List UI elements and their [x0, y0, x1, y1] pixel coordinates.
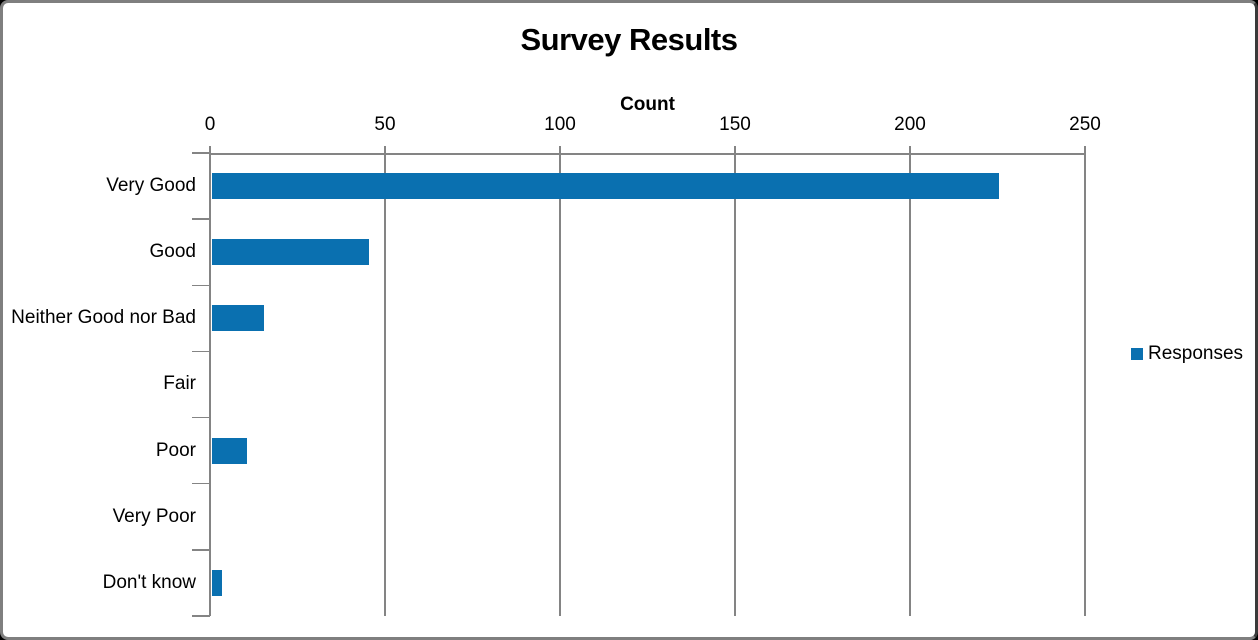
legend-marker-responses	[1131, 348, 1143, 360]
bar-don-t-know	[211, 569, 222, 596]
gridline	[734, 146, 736, 616]
gridline	[1084, 146, 1086, 616]
legend: Responses	[1131, 341, 1243, 367]
bar-very-good	[211, 173, 999, 200]
gridline	[384, 146, 386, 616]
category-label: Very Good	[106, 175, 196, 197]
legend-label: Responses	[1148, 343, 1244, 364]
y-axis-category-labels: Very Good Good Neither Good nor Bad Fair Poo…	[3, 153, 196, 616]
x-tick-label: 0	[204, 114, 216, 135]
x-tick-label: 150	[719, 114, 751, 135]
category-label: Good	[149, 241, 196, 263]
x-axis-line	[210, 153, 1085, 155]
category-tick	[192, 549, 210, 551]
bar-good	[211, 239, 369, 266]
category-tick	[192, 615, 210, 617]
category-tick	[192, 350, 210, 353]
plot-area	[192, 146, 1086, 617]
bar-poor	[211, 437, 247, 464]
x-tick-label: 100	[544, 114, 576, 135]
x-tick-label: 250	[1069, 114, 1101, 135]
gridline	[209, 146, 211, 616]
x-tick-label: 200	[894, 114, 926, 135]
category-tick	[192, 152, 210, 154]
category-label: Don't know	[102, 571, 196, 593]
chart-title: Survey Results	[520, 22, 739, 57]
category-label: Neither Good nor Bad	[11, 307, 196, 329]
x-axis-title: Count	[620, 94, 675, 115]
category-tick	[192, 218, 210, 220]
gridline	[559, 146, 561, 616]
x-tick-label: 50	[374, 114, 396, 135]
category-tick	[192, 416, 210, 419]
category-label: Very Poor	[112, 505, 196, 527]
category-tick	[192, 284, 210, 287]
category-label: Poor	[155, 439, 196, 461]
category-tick	[192, 482, 210, 485]
bar-neither-good-nor-bad	[211, 305, 264, 332]
category-label: Fair	[163, 373, 196, 395]
gridline	[909, 146, 911, 616]
